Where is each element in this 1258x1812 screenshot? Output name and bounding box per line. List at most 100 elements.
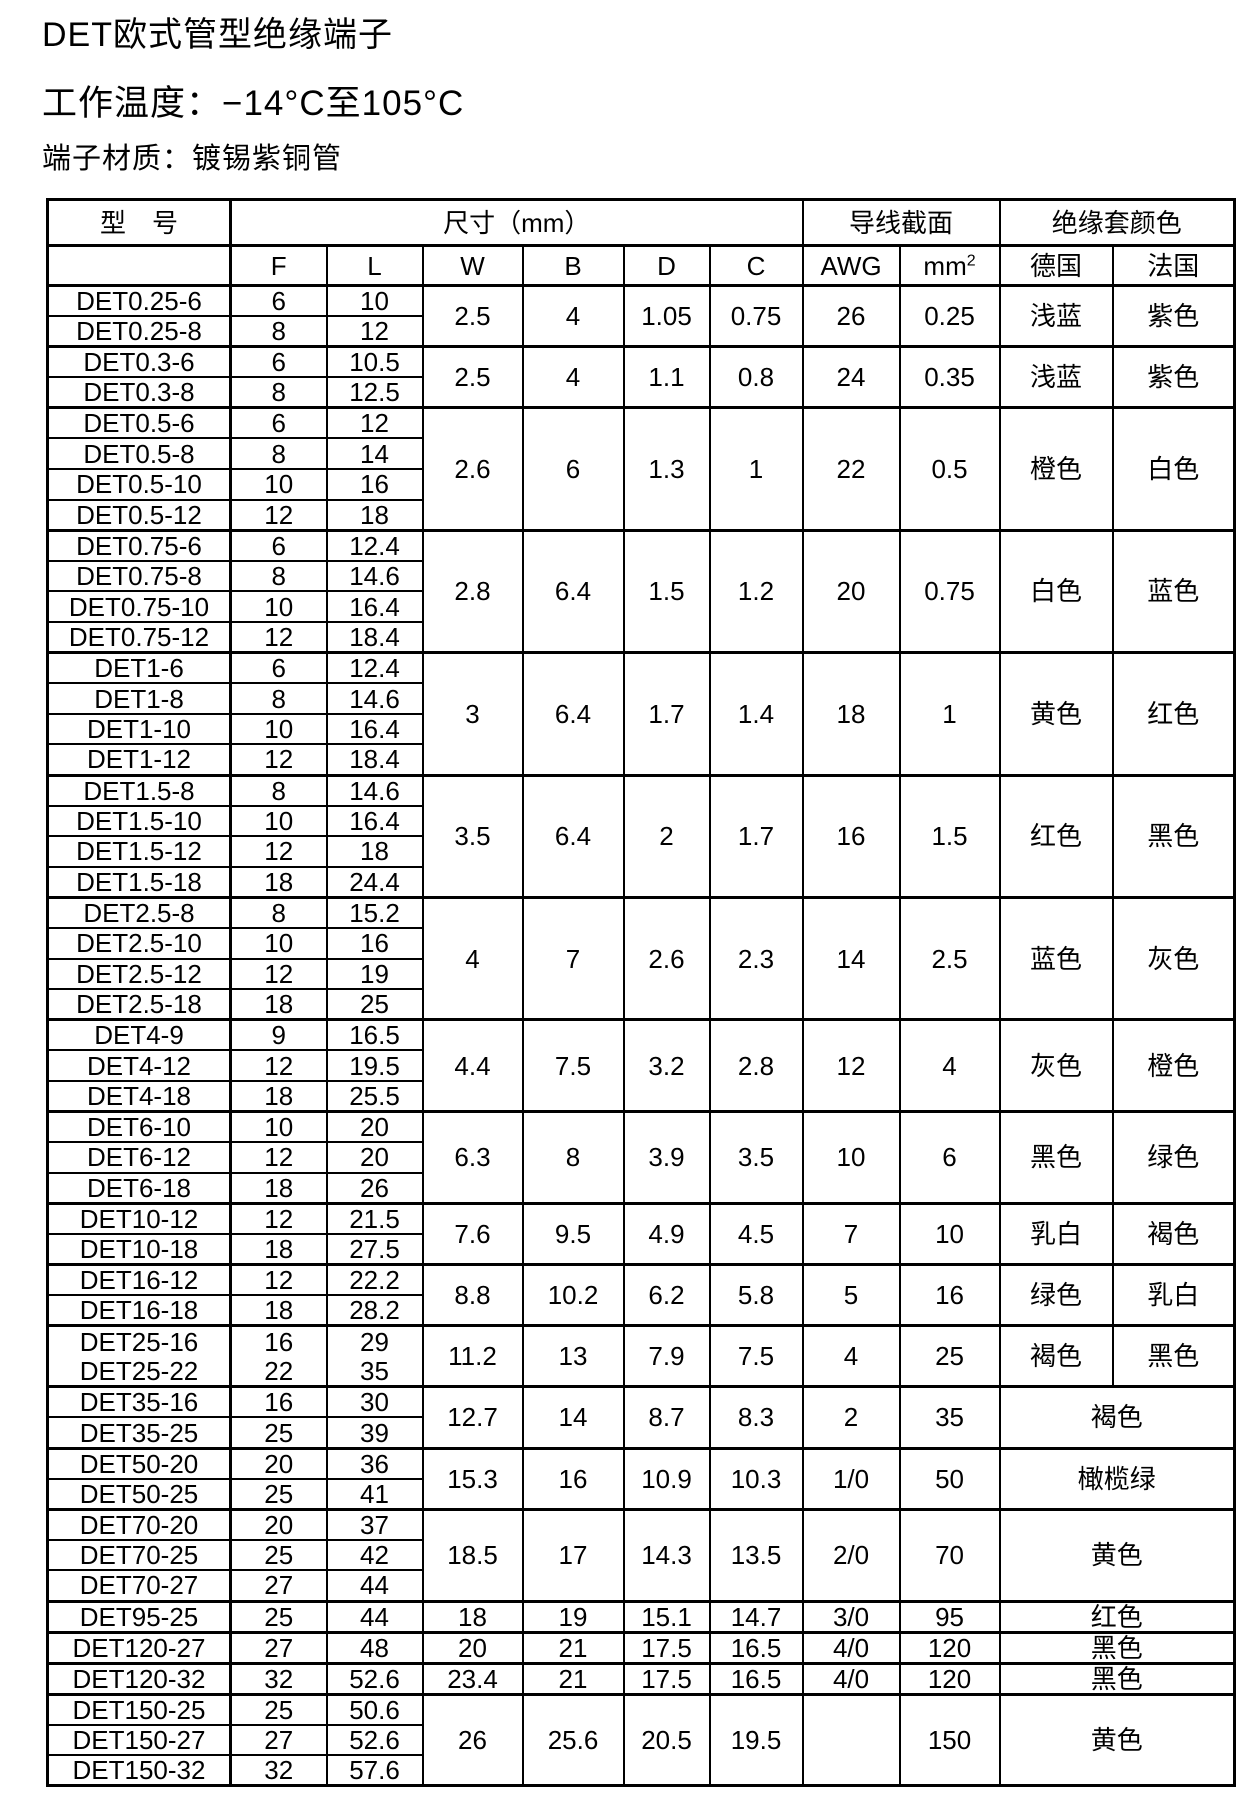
- col-header-l: L: [326, 245, 424, 287]
- cell-color-germany: 浅蓝: [999, 285, 1114, 349]
- table-row: DET1-6 6 12.4 3 6.4 1.7 1.4 18 1 黄色 红色: [47, 652, 1236, 777]
- cell-d: 14.3: [623, 1509, 711, 1603]
- cell-l: 41: [326, 1478, 424, 1511]
- cell-f: 12: [230, 622, 328, 655]
- cell-f: 10: [230, 591, 328, 624]
- cell-f: 25: [230, 1539, 328, 1572]
- cell-l: 16: [326, 927, 424, 960]
- table-header: 型 号 尺寸（mm） 导线截面 绝缘套颜色 F L W B D C AWG mm…: [47, 199, 1236, 287]
- cell-l: 26: [326, 1172, 424, 1205]
- cell-color-germany: 橙色: [999, 407, 1114, 532]
- cell-model: DET1-10: [47, 713, 232, 746]
- cell-b: 7: [522, 897, 625, 1022]
- cell-w: 18.5: [422, 1509, 524, 1603]
- header-row-columns: F L W B D C AWG mm2 德国 法国: [47, 245, 1236, 287]
- cell-model: DET2.5-8: [47, 897, 232, 929]
- cell-color-germany: 乳白: [999, 1203, 1114, 1267]
- table-row: DET10-18 18 27.5: [47, 1233, 1235, 1266]
- cell-f: 8: [230, 377, 328, 410]
- cell-color-france: 红色: [1112, 652, 1236, 777]
- cell-c: 16.5: [709, 1663, 804, 1696]
- table-row: DET6-10 10 20 6.3 8 3.9 3.5 10 6 黑色 绿色: [47, 1111, 1236, 1205]
- cell-b: 10.2: [522, 1264, 625, 1328]
- col-header-france: 法国: [1112, 245, 1236, 287]
- cell-model: DET50-20: [47, 1448, 232, 1480]
- cell-c: 2.3: [709, 897, 804, 1022]
- cell-l: 57.6: [326, 1755, 424, 1788]
- cell-f: 18: [230, 1295, 328, 1328]
- cell-c: 16.5: [709, 1632, 804, 1665]
- cell-d: 15.1: [623, 1601, 711, 1634]
- cell-l: 42: [326, 1539, 424, 1572]
- table-row: DET0.5-12 12 18: [47, 499, 1235, 532]
- cell-b: 21: [522, 1632, 625, 1665]
- col-header-d: D: [623, 245, 711, 287]
- table-row: DET25-22 22 35: [47, 1356, 1235, 1389]
- cell-l: 12.5: [326, 377, 424, 410]
- cell-f: 8: [230, 683, 328, 715]
- table-row: DET0.25-6 6 10 2.5 4 1.05 0.75 26 0.25 浅蓝 紫色: [47, 285, 1236, 349]
- col-header-model: 型 号: [47, 199, 232, 247]
- mm2-unit: mm: [923, 250, 967, 281]
- cell-model: DET0.3-8: [47, 377, 232, 410]
- table-row: DET0.75-10 10 16.4: [47, 591, 1235, 624]
- table-row: DET70-25 25 42: [47, 1539, 1235, 1572]
- cell-l: 12.4: [326, 530, 424, 562]
- cell-model: DET6-10: [47, 1111, 232, 1144]
- table-row: DET150-27 27 52.6: [47, 1724, 1235, 1757]
- col-header-f: F: [230, 245, 328, 287]
- table-row: DET0.5-6 6 12 2.6 6 1.3 1 22 0.5 橙色 白色: [47, 407, 1236, 532]
- terminal-material-line: 端子材质：镀锡紫铜管: [42, 143, 343, 175]
- cell-mm2: 0.25: [899, 285, 1001, 349]
- cell-d: 2: [623, 775, 711, 899]
- cell-f: 27: [230, 1632, 328, 1665]
- table-row: DET35-25 25 39: [47, 1417, 1235, 1450]
- cell-model: DET2.5-12: [47, 958, 232, 991]
- cell-b: 4: [522, 285, 625, 349]
- cell-color-france: 灰色: [1112, 897, 1236, 1022]
- cell-color-france: 绿色: [1112, 1111, 1236, 1205]
- cell-l: 27.5: [326, 1233, 424, 1266]
- table-row: DET0.75-6 6 12.4 2.8 6.4 1.5 1.2 20 0.75 白色 蓝色: [47, 530, 1236, 655]
- cell-model: DET0.75-12: [47, 622, 232, 655]
- cell-model: DET0.25-6: [47, 285, 232, 318]
- cell-awg: 2: [802, 1386, 901, 1450]
- cell-model: DET1.5-12: [47, 836, 232, 868]
- cell-awg: 12: [802, 1019, 901, 1114]
- cell-model: DET4-12: [47, 1050, 232, 1082]
- table-row: DET0.75-8 8 14.6: [47, 560, 1235, 593]
- table-row: DET95-25 25 44 18 19 15.1 14.7 3/0 95 红色: [47, 1601, 1236, 1634]
- cell-f: 25: [230, 1601, 328, 1634]
- cell-model: DET0.5-6: [47, 407, 232, 440]
- cell-b: 6: [522, 407, 625, 532]
- cell-f: 6: [230, 346, 328, 379]
- cell-l: 22.2: [326, 1264, 424, 1297]
- table-row: DET70-20 20 37 18.5 17 14.3 13.5 2/0 70 黄色: [47, 1509, 1236, 1603]
- table-row: DET50-20 20 36 15.3 16 10.9 10.3 1/0 50 橄榄绿: [47, 1448, 1236, 1511]
- cell-l: 10: [326, 285, 424, 318]
- cell-awg: 14: [802, 897, 901, 1022]
- cell-c: 0.8: [709, 346, 804, 410]
- cell-color-merged: 黄色: [999, 1694, 1236, 1788]
- cell-l: 35: [326, 1356, 424, 1389]
- cell-f: 12: [230, 1142, 328, 1174]
- cell-b: 14: [522, 1386, 625, 1450]
- cell-f: 18: [230, 989, 328, 1022]
- cell-d: 3.9: [623, 1111, 711, 1205]
- table-row: DET16-18 18 28.2: [47, 1295, 1235, 1328]
- cell-l: 52.6: [326, 1663, 424, 1696]
- cell-c: 1.4: [709, 652, 804, 777]
- cell-color-france: 黑色: [1112, 1325, 1236, 1389]
- cell-model: DET2.5-10: [47, 927, 232, 960]
- cell-l: 20: [326, 1111, 424, 1144]
- cell-l: 14.6: [326, 683, 424, 715]
- cell-model: DET120-32: [47, 1663, 232, 1696]
- table-row: DET6-12 12 20: [47, 1142, 1235, 1174]
- cell-b: 9.5: [522, 1203, 625, 1267]
- cell-color-merged: 橄榄绿: [999, 1448, 1236, 1511]
- table-row: DET0.75-12 12 18.4: [47, 622, 1235, 655]
- cell-f: 12: [230, 1264, 328, 1297]
- cell-model: DET10-18: [47, 1233, 232, 1266]
- col-header-mm2: mm2: [899, 245, 1001, 287]
